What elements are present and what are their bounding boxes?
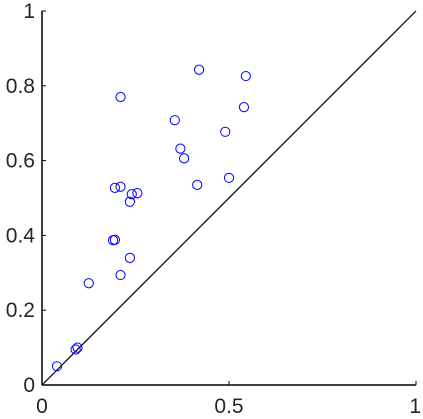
- data-point: [109, 182, 121, 194]
- data-points: [51, 64, 251, 372]
- y-tick-labels: 0 0.2 0.4 0.6 0.8 1: [6, 0, 36, 397]
- x-tick-label: 1: [409, 395, 421, 418]
- data-point: [83, 278, 94, 289]
- data-point: [238, 102, 250, 113]
- data-point: [109, 234, 121, 245]
- data-point: [115, 269, 126, 281]
- x-tick-label: 0: [36, 395, 48, 418]
- data-point: [115, 181, 126, 192]
- x-tick-label: 0.5: [214, 395, 243, 418]
- y-tick-label: 0: [23, 374, 35, 397]
- y-tick-label: 1: [23, 0, 35, 23]
- data-point: [115, 91, 126, 103]
- y-tick-label: 0.2: [6, 299, 35, 322]
- data-point: [179, 153, 190, 164]
- data-point: [240, 70, 251, 82]
- y-tick-label: 0.6: [6, 150, 35, 173]
- data-point: [51, 361, 63, 372]
- data-point: [169, 115, 180, 126]
- x-tick-labels: 0 0.5 1: [36, 395, 421, 418]
- y-tick-marks: [42, 10, 46, 386]
- data-point: [192, 179, 203, 191]
- diagonal-reference-line: [41, 10, 417, 386]
- data-point: [124, 196, 135, 207]
- x-tick-marks: [41, 381, 417, 385]
- data-point: [175, 143, 186, 154]
- data-point: [220, 126, 231, 137]
- data-point: [72, 342, 83, 353]
- data-point: [126, 189, 137, 200]
- data-point: [107, 235, 119, 246]
- data-point: [70, 344, 81, 355]
- y-tick-label: 0.8: [6, 75, 35, 98]
- y-tick-label: 0.4: [6, 224, 36, 247]
- reference-line-group: [41, 10, 417, 386]
- data-point: [132, 188, 143, 199]
- data-point: [124, 252, 135, 263]
- data-point: [223, 172, 235, 183]
- data-point: [193, 64, 205, 75]
